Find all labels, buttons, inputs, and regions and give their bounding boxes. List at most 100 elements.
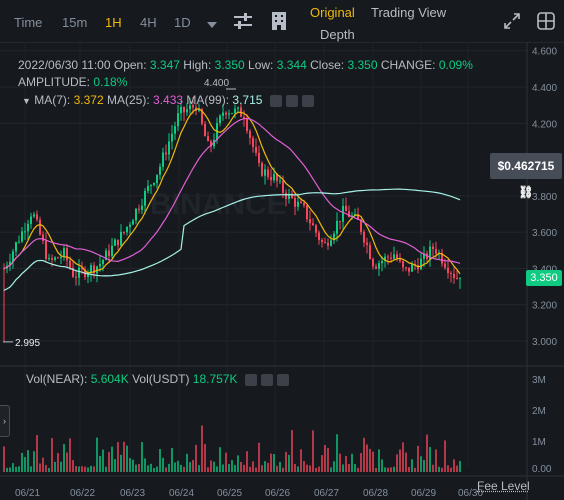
candle-body: [21, 231, 23, 242]
volume-bar: [348, 463, 350, 472]
candle-body: [30, 216, 32, 224]
eye-icon[interactable]: [244, 373, 257, 386]
tab-original[interactable]: Original: [310, 5, 355, 20]
candle-body: [456, 278, 458, 280]
interval-time[interactable]: Time: [14, 15, 43, 30]
gear-icon[interactable]: [260, 373, 273, 386]
candle-body: [222, 112, 224, 116]
link-icon[interactable]: ⛓: [518, 185, 534, 199]
volume-bar: [351, 453, 353, 472]
volume-bar: [81, 466, 83, 472]
interval-1h[interactable]: 1H: [105, 15, 122, 30]
candle-body: [78, 267, 80, 278]
candle-body: [309, 219, 311, 224]
volume-bar: [27, 450, 29, 472]
volume-tick-label: 2M: [532, 406, 546, 417]
candle-body: [333, 233, 335, 241]
candle-body: [306, 205, 308, 220]
fullscreen-icon[interactable]: [504, 13, 520, 34]
close-icon[interactable]: [276, 373, 289, 386]
volume-bar: [402, 442, 404, 472]
candle-body: [375, 266, 377, 269]
volume-bar: [57, 453, 59, 472]
grid-icon[interactable]: [537, 12, 555, 35]
volume-bar: [174, 462, 176, 472]
time-tick-label: 06/25: [217, 488, 242, 499]
candle-body: [243, 116, 245, 119]
gear-icon[interactable]: [285, 94, 298, 107]
ma7-value: 3.372: [73, 93, 104, 107]
candlestick-chart[interactable]: 4.600 4.400 4.200 3.800 3.600 3.400 3.200 3.000…: [0, 42, 564, 500]
tab-trading-view[interactable]: Trading View: [371, 5, 447, 20]
candle-body: [192, 105, 194, 108]
volume-bar: [207, 467, 209, 472]
candle-body: [291, 193, 293, 199]
volume-bar: [78, 466, 80, 472]
side-panel-toggle[interactable]: ›: [0, 405, 10, 437]
volume-bar: [93, 466, 95, 472]
close-value: 3.350: [347, 58, 378, 72]
candle-body: [303, 203, 305, 206]
candle-body: [99, 264, 101, 267]
volume-bar: [303, 461, 305, 472]
crosshair-price: $0.462715: [497, 159, 555, 173]
volume-bar: [6, 467, 8, 472]
eye-icon[interactable]: [269, 94, 282, 107]
candle-body: [249, 131, 251, 138]
candle-body: [219, 115, 221, 124]
change-value: 0.09%: [438, 58, 473, 72]
volume-bar: [3, 446, 5, 472]
candle-body: [246, 118, 248, 132]
volume-bar: [438, 466, 440, 472]
candle-body: [441, 252, 443, 264]
candle-body: [81, 267, 83, 270]
candle-body: [432, 246, 434, 250]
volume-bar: [141, 442, 143, 472]
volume-bar: [96, 437, 98, 472]
volume-bar: [282, 467, 284, 472]
vol-near-value: 5.604K: [90, 372, 129, 386]
candle-body: [405, 267, 407, 269]
settings-sliders-icon[interactable]: [234, 13, 252, 34]
ma-collapse-icon[interactable]: ▼: [22, 96, 31, 106]
volume-bar: [375, 467, 377, 472]
volume-bar: [264, 461, 266, 472]
chevron-down-icon[interactable]: [207, 17, 217, 35]
vol-near-label: Vol(NEAR):: [26, 372, 88, 386]
crosshair-price-badge: $0.462715 ⛓: [490, 153, 562, 199]
candle-body: [279, 180, 281, 182]
candle-body: [138, 208, 140, 210]
time-tick-label: 06/21: [15, 488, 40, 499]
volume-bar: [432, 464, 434, 472]
volume-bar: [72, 460, 74, 472]
candle-body: [69, 260, 71, 268]
candle-body: [381, 260, 383, 264]
volume-bar: [267, 462, 269, 472]
volume-bar: [210, 460, 212, 472]
volume-bar: [30, 466, 32, 472]
fee-level-link[interactable]: Fee Level: [477, 479, 530, 493]
candle-body: [12, 251, 14, 262]
interval-1d[interactable]: 1D: [174, 15, 191, 30]
volume-bar: [384, 467, 386, 472]
volume-bar: [414, 467, 416, 472]
volume-bar: [354, 464, 356, 472]
candle-body: [114, 239, 116, 246]
tab-depth[interactable]: Depth: [320, 27, 355, 42]
volume-bar: [48, 467, 50, 472]
candle-body: [264, 169, 266, 176]
candle-body: [87, 273, 89, 277]
volume-bar: [198, 465, 200, 472]
candle-body: [147, 185, 149, 192]
close-icon[interactable]: [301, 94, 314, 107]
volume-bar: [270, 453, 272, 472]
building-icon[interactable]: [272, 12, 286, 35]
candle-body: [231, 113, 233, 115]
candle-body: [399, 259, 401, 262]
interval-4h[interactable]: 4H: [140, 15, 157, 30]
volume-bar: [423, 459, 425, 472]
candle-body: [33, 214, 35, 217]
volume-bar: [345, 456, 347, 472]
interval-15m[interactable]: 15m: [62, 15, 88, 30]
volume-bar: [426, 434, 428, 472]
